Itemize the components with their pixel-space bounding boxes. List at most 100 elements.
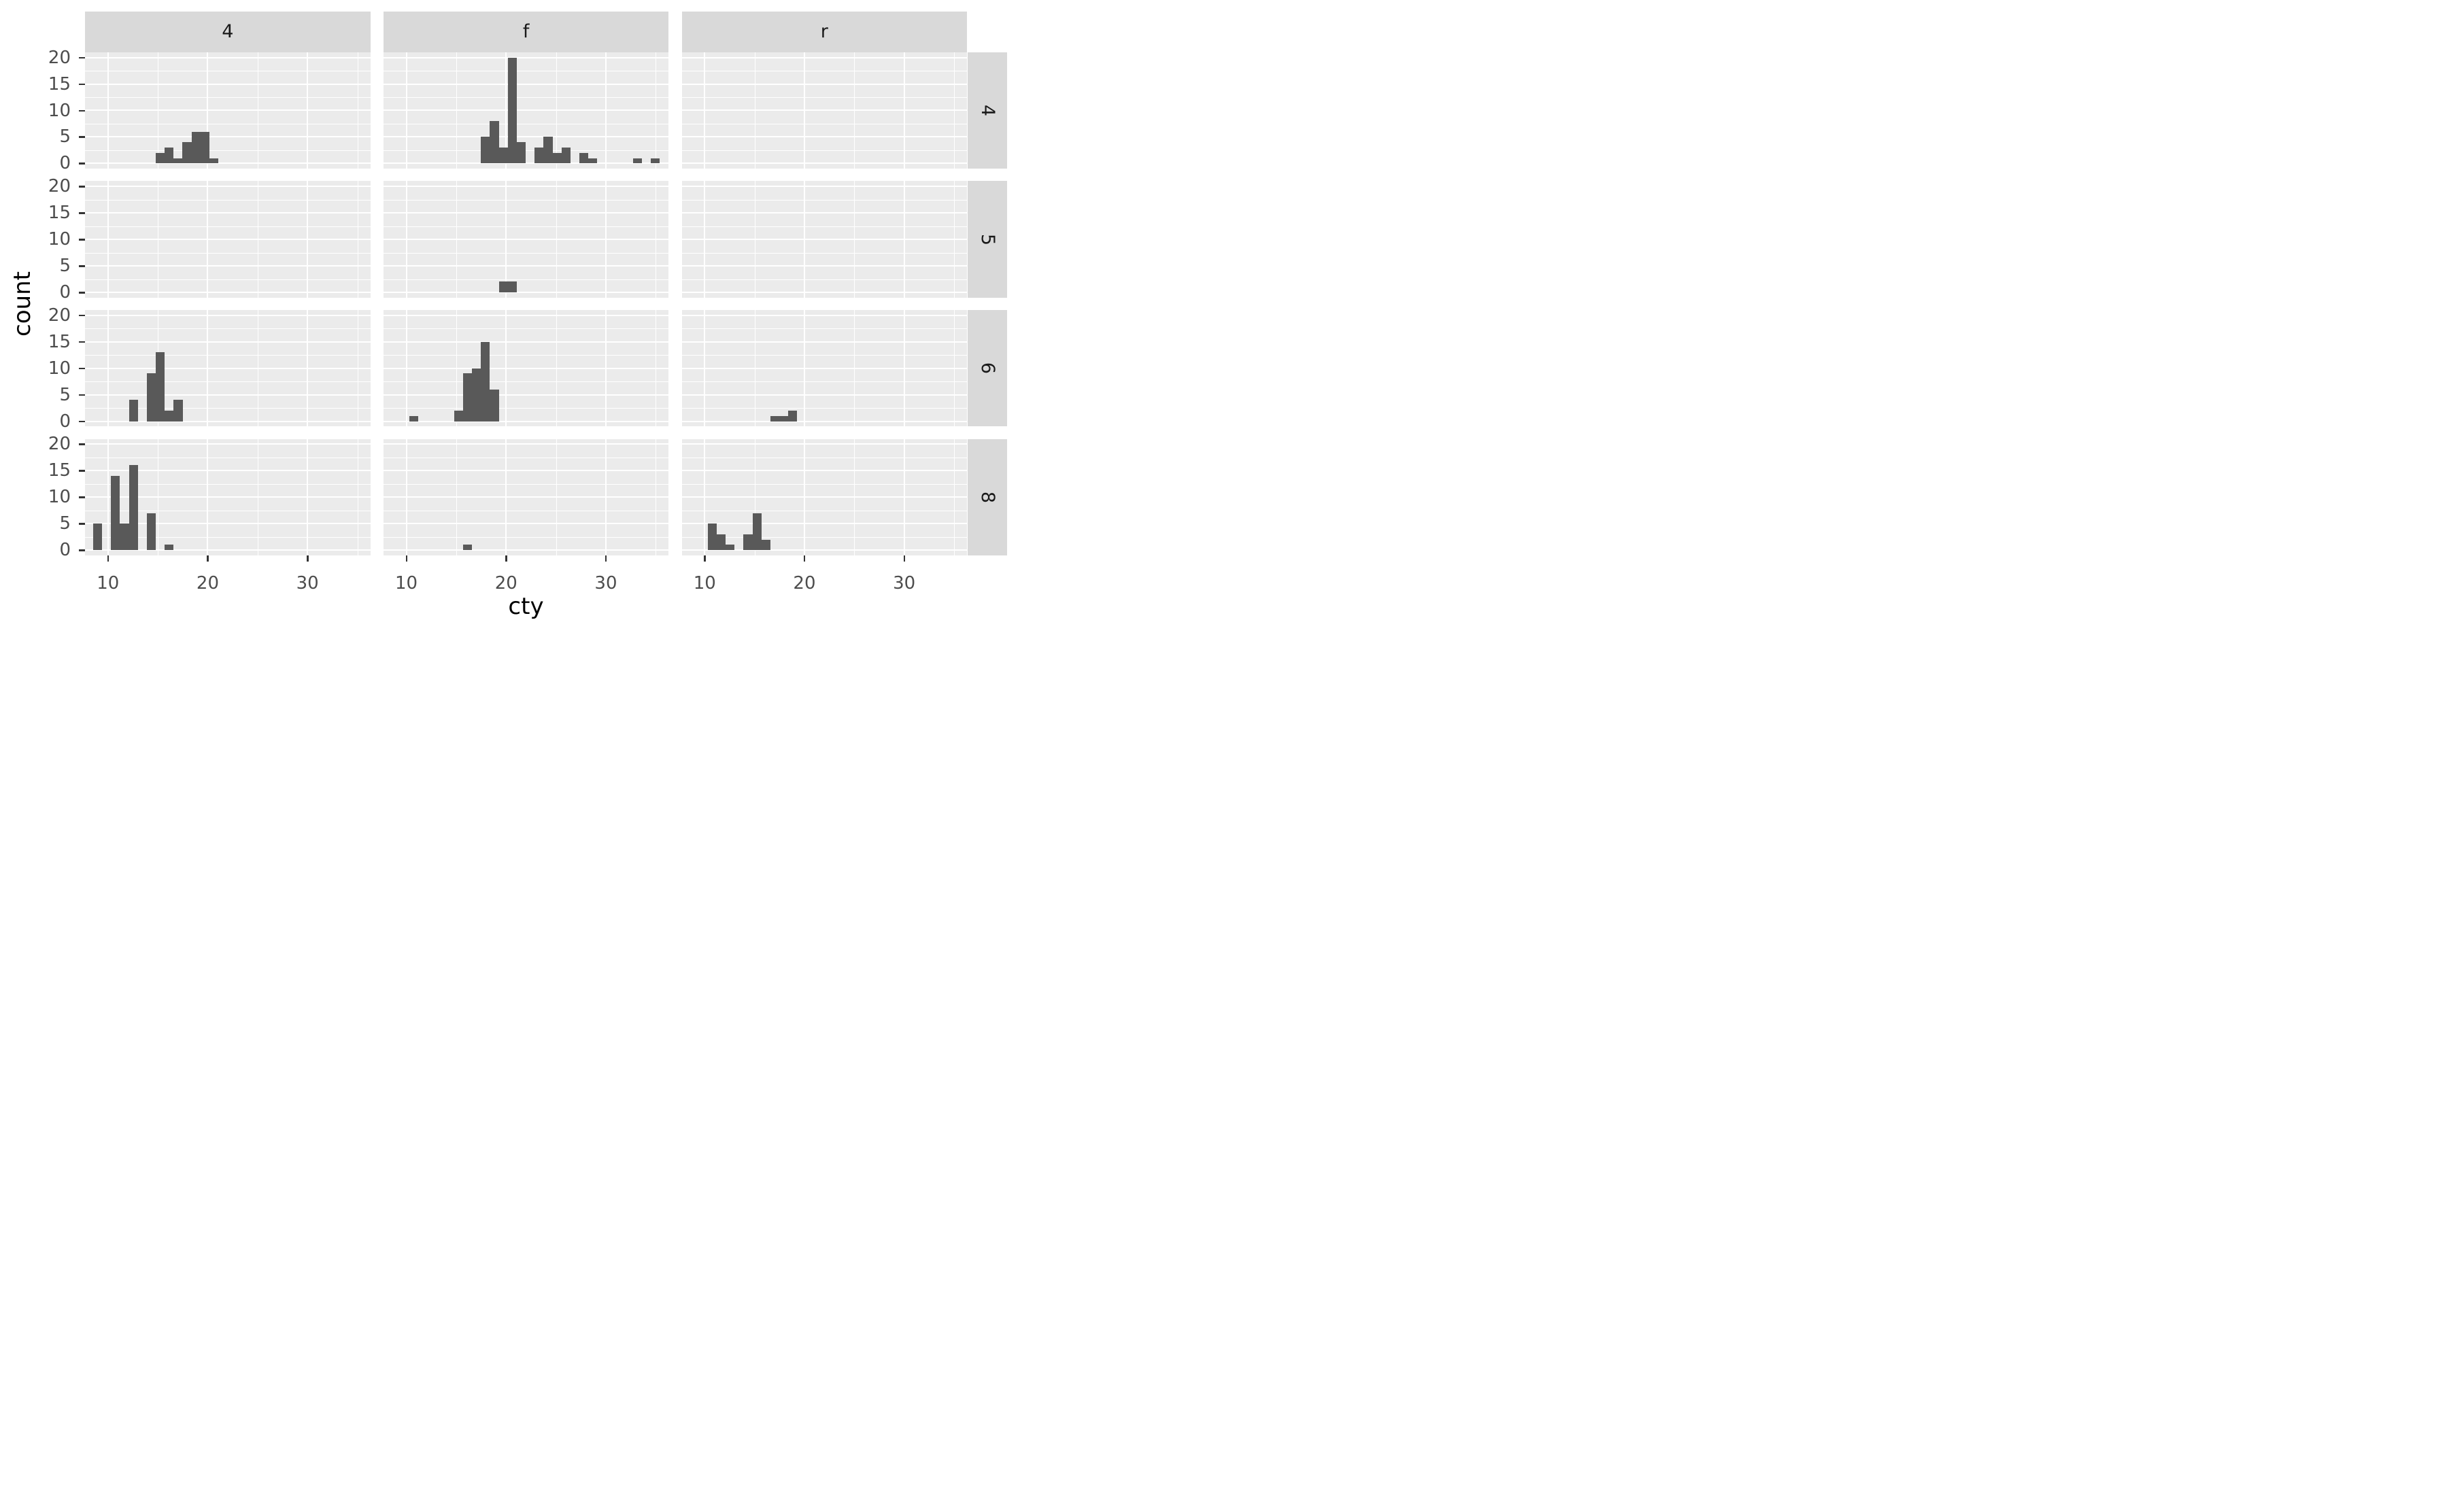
facet-panel-4-4 <box>85 52 371 169</box>
y-tick-mark <box>78 212 85 214</box>
gridline-major-y <box>681 239 968 241</box>
x-axis-title: cty <box>508 593 544 620</box>
x-tick-mark <box>505 555 507 562</box>
gridline-major-x <box>405 439 407 555</box>
histogram-bar <box>200 131 210 164</box>
gridline-minor-y <box>85 226 371 227</box>
facet-strip-label: r <box>820 21 828 43</box>
y-tick-mark <box>78 341 85 343</box>
gridline-major-x <box>307 310 309 427</box>
histogram-bar <box>209 158 219 164</box>
gridline-minor-y <box>85 328 371 330</box>
histogram-bar <box>632 158 643 164</box>
gridline-major-x <box>207 310 209 427</box>
y-tick-label: 0 <box>59 540 71 561</box>
gridline-minor-y <box>681 97 968 99</box>
y-tick-label: 20 <box>48 305 71 326</box>
histogram-bar <box>165 411 174 422</box>
gridline-major-x <box>405 52 407 169</box>
gridline-minor-y <box>681 150 968 151</box>
y-tick-mark <box>78 292 85 294</box>
gridline-major-y <box>383 549 669 551</box>
y-tick-label: 15 <box>48 331 71 352</box>
histogram-bar <box>561 148 571 164</box>
histogram-bar <box>707 523 717 551</box>
x-tick-label: 20 <box>793 573 816 594</box>
histogram-bar <box>454 411 463 422</box>
gridline-major-y <box>85 420 371 422</box>
gridline-major-y <box>85 291 371 293</box>
histogram-bar <box>507 57 517 164</box>
y-tick-mark <box>78 443 85 445</box>
gridline-major-y <box>383 162 669 165</box>
gridline-major-x <box>903 310 905 427</box>
histogram-bar <box>788 411 798 422</box>
histogram-bar <box>516 142 526 164</box>
gridline-minor-y <box>383 199 669 201</box>
x-tick-mark <box>903 555 906 562</box>
histogram-bar <box>770 415 780 422</box>
y-tick-mark <box>78 83 85 86</box>
histogram-bar <box>752 513 762 551</box>
histogram-bar <box>173 158 183 164</box>
x-tick-label: 20 <box>196 573 219 594</box>
gridline-major-y <box>383 443 669 445</box>
facet-strip-label: 8 <box>976 491 998 503</box>
histogram-bar <box>146 513 156 551</box>
gridline-major-y <box>681 443 968 445</box>
gridline-minor-y <box>85 483 371 485</box>
facet-panel-4-5 <box>85 181 371 298</box>
gridline-minor-y <box>85 408 371 409</box>
gridline-major-x <box>505 52 507 169</box>
y-tick-label: 15 <box>48 460 71 481</box>
faceted-histogram-figure: 4 f r 4 5 6 8 10 20 30 10 20 30 10 20 30 20 15 10 5 0 20 15 10 5… <box>0 0 1020 630</box>
gridline-minor-y <box>383 381 669 383</box>
gridline-minor-y <box>681 252 968 254</box>
y-tick-label: 10 <box>48 100 71 121</box>
gridline-major-x <box>704 439 706 555</box>
y-tick-label: 5 <box>59 513 71 534</box>
y-tick-mark <box>78 265 85 267</box>
gridline-major-x <box>307 181 309 298</box>
gridline-major-y <box>383 470 669 472</box>
gridline-major-y <box>85 265 371 267</box>
histogram-bar <box>779 415 789 422</box>
facet-strip-label: f <box>522 21 530 43</box>
gridline-major-y <box>85 136 371 138</box>
y-tick-label: 15 <box>48 73 71 94</box>
gridline-minor-y <box>85 199 371 201</box>
gridline-minor-y <box>85 97 371 99</box>
facet-panel-f-4 <box>383 52 669 169</box>
facet-panel-4-8 <box>85 439 371 555</box>
y-tick-mark <box>78 136 85 138</box>
gridline-minor-y <box>383 150 669 151</box>
gridline-major-y <box>85 109 371 111</box>
gridline-major-y <box>85 56 371 58</box>
gridline-major-y <box>383 212 669 214</box>
x-tick-label: 20 <box>494 573 517 594</box>
gridline-major-y <box>383 109 669 111</box>
x-tick-label: 30 <box>296 573 319 594</box>
gridline-major-y <box>383 394 669 396</box>
x-tick-label: 30 <box>893 573 916 594</box>
histogram-bar <box>716 534 726 551</box>
gridline-minor-y <box>681 279 968 280</box>
y-tick-mark <box>78 186 85 188</box>
x-tick-label: 10 <box>97 573 120 594</box>
x-tick-mark <box>803 555 806 562</box>
gridline-minor-y <box>383 328 669 330</box>
histogram-bar <box>507 281 517 292</box>
x-tick-mark <box>307 555 309 562</box>
y-tick-mark <box>78 394 85 396</box>
histogram-bar <box>463 373 473 422</box>
histogram-bar <box>191 131 201 164</box>
gridline-major-x <box>207 439 209 555</box>
gridline-major-y <box>383 367 669 369</box>
x-tick-mark <box>207 555 209 562</box>
gridline-major-y <box>681 186 968 188</box>
gridline-major-x <box>903 439 905 555</box>
y-tick-mark <box>78 549 85 551</box>
gridline-major-y <box>85 523 371 525</box>
x-tick-mark <box>107 555 109 562</box>
histogram-bar <box>156 352 165 422</box>
